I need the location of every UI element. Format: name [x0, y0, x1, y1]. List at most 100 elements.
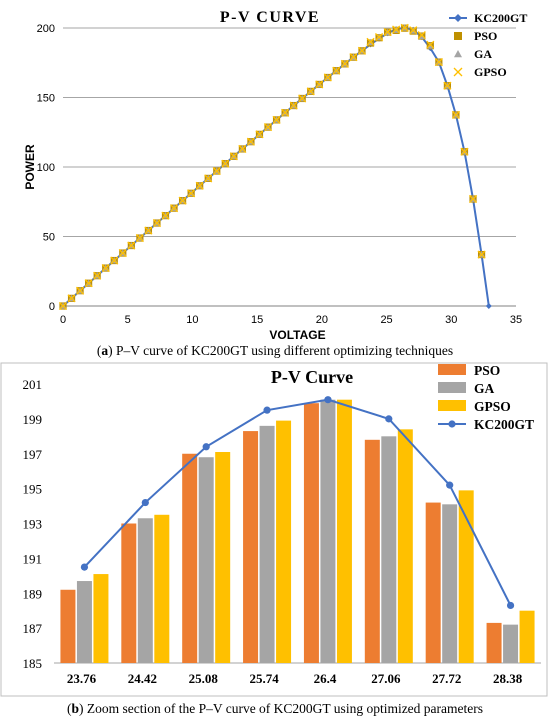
- gpso-point-stroke: [152, 218, 162, 228]
- gpso-point: [392, 25, 401, 34]
- gpso-point: [417, 31, 426, 40]
- pso-bar: [121, 523, 137, 663]
- y-axis-label: POWER: [23, 144, 37, 190]
- ga-bar: [320, 399, 336, 663]
- y-tick-label: 0: [49, 301, 55, 313]
- gpso-point-stroke: [451, 110, 461, 119]
- kc200gt-line: [83, 398, 512, 606]
- gpso-point: [135, 233, 144, 243]
- pso-bar: [303, 403, 319, 663]
- chart-title: P-V CURVE: [220, 9, 320, 26]
- gpso-point-stroke: [272, 115, 281, 124]
- gpso-bar: [397, 429, 413, 663]
- y-tick-label: 199: [23, 412, 43, 427]
- ga-bar: [259, 425, 275, 663]
- gpso-point: [221, 159, 230, 168]
- gpso-point: [187, 189, 196, 198]
- gpso-point-stroke: [204, 174, 213, 183]
- legend-kc200gt-marker: [454, 14, 462, 22]
- legend-gpso-marker-stroke: [453, 67, 463, 77]
- gpso-point-stroke: [289, 101, 298, 110]
- gpso-point-stroke: [323, 73, 332, 82]
- gpso-point-stroke: [178, 196, 187, 205]
- gpso-point: [460, 147, 469, 156]
- gpso-bar: [458, 490, 474, 663]
- gpso-point: [357, 46, 367, 55]
- gpso-point: [289, 101, 298, 110]
- legend-kc200gt-marker: [448, 420, 456, 428]
- gpso-point: [246, 137, 255, 146]
- gpso-point-stroke: [76, 286, 85, 295]
- gpso-point: [110, 256, 119, 265]
- gpso-point-stroke: [315, 80, 324, 89]
- gpso-point: [332, 66, 341, 75]
- x-axis-label: VOLTAGE: [269, 328, 325, 342]
- y-tick-label: 201: [23, 377, 43, 392]
- chart-title: P-V Curve: [271, 367, 353, 387]
- gpso-point-stroke: [468, 194, 478, 204]
- x-tick-label: 10: [186, 314, 198, 326]
- caption-a: (a) P–V curve of KC200GT using different…: [96, 343, 454, 358]
- gpso-point-stroke: [101, 263, 110, 273]
- gpso-point: [67, 294, 76, 303]
- pso-bar: [425, 502, 441, 663]
- legend-gpso-label: GPSO: [474, 65, 507, 79]
- gpso-point-stroke: [400, 23, 409, 32]
- gpso-point-stroke: [426, 40, 435, 49]
- gpso-bar: [93, 574, 109, 663]
- caption-b-letter: b: [71, 701, 79, 716]
- kc200gt-point: [202, 443, 210, 451]
- gpso-point: [366, 37, 375, 46]
- pso-bar: [364, 439, 380, 663]
- gpso-point: [298, 94, 307, 103]
- gpso-point: [127, 241, 136, 250]
- caption-a-text: P–V curve of KC200GT using different opt…: [112, 343, 454, 358]
- y-tick-label: 185: [23, 656, 43, 671]
- x-tick-label: 25: [380, 314, 392, 326]
- gpso-point: [281, 108, 290, 117]
- chart-border: [0, 362, 548, 697]
- legend-ga-marker: [454, 50, 462, 58]
- y-tick-label: 200: [37, 23, 55, 35]
- gpso-point: [76, 286, 85, 295]
- kc200gt-point: [141, 498, 149, 507]
- legend-pso-label: PSO: [474, 29, 497, 43]
- legend-kc200gt-label: KC200GT: [474, 11, 527, 25]
- legend-pso-marker: [454, 32, 462, 40]
- gpso-point: [169, 204, 179, 213]
- y-tick-label: 150: [37, 93, 55, 105]
- gpso-point: [468, 194, 478, 204]
- pso-bar: [182, 453, 198, 663]
- x-tick-label: 25.74: [249, 671, 279, 686]
- gpso-point: [434, 57, 443, 67]
- gpso-bar: [336, 399, 352, 663]
- gpso-point: [204, 174, 213, 183]
- gpso-bar: [154, 514, 170, 663]
- x-tick-label: 30: [445, 314, 457, 326]
- gpso-point: [323, 73, 332, 82]
- caption-a-letter: a: [101, 343, 109, 358]
- pso-bar: [243, 431, 259, 663]
- gpso-point-stroke: [332, 66, 341, 75]
- legend-kc200gt-label: KC200GT: [474, 417, 534, 432]
- gpso-point: [118, 248, 127, 258]
- y-tick-label: 50: [43, 232, 55, 244]
- y-tick-label: 189: [23, 586, 43, 601]
- gpso-point: [101, 263, 110, 273]
- gpso-point-stroke: [161, 211, 170, 220]
- kc200gt-point: [506, 601, 515, 610]
- gpso-point: [451, 110, 461, 119]
- gpso-point-stroke: [195, 181, 204, 190]
- gpso-point-stroke: [460, 147, 469, 156]
- kc200gt-point: [324, 396, 332, 404]
- gpso-bar: [519, 610, 535, 663]
- gpso-point: [426, 40, 435, 49]
- gpso-point: [255, 130, 264, 139]
- gpso-point-stroke: [349, 53, 358, 62]
- gpso-point: [400, 23, 409, 32]
- legend-gpso-swatch: [438, 400, 466, 411]
- legend-ga-label: GA: [474, 47, 492, 61]
- gpso-point-stroke: [127, 241, 136, 250]
- gpso-point-stroke: [246, 137, 255, 146]
- gpso-point-stroke: [340, 59, 349, 68]
